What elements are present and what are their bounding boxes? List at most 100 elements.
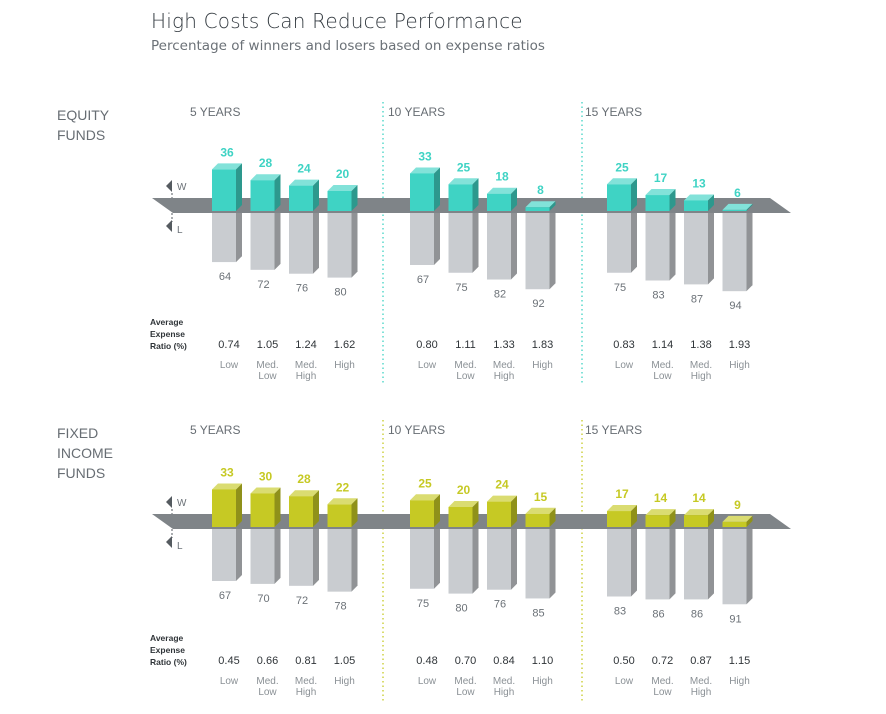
legend-winners: W — [177, 182, 187, 193]
expense-ratio-value: 1.15 — [729, 655, 750, 667]
category-label: Med. — [295, 676, 317, 687]
loser-side — [511, 514, 517, 590]
winner-top — [448, 178, 479, 185]
category-label: Med. — [454, 360, 476, 371]
loser-value: 86 — [652, 608, 664, 620]
loser-side — [274, 198, 281, 270]
winner-bar — [289, 496, 313, 527]
panel-label: FUNDS — [57, 465, 105, 481]
category-label: Med. — [651, 676, 673, 687]
winner-value: 18 — [495, 170, 509, 184]
loser-side — [472, 198, 479, 273]
expense-ratio-value: 0.66 — [257, 655, 278, 667]
loser-side — [549, 514, 556, 599]
loser-side — [708, 514, 714, 600]
expense-ratio-label: Expense — [150, 329, 185, 339]
winner-top — [250, 174, 281, 181]
winner-side — [631, 178, 637, 211]
chart-subtitle: Percentage of winners and losers based o… — [151, 38, 545, 54]
category-label: Low — [418, 360, 437, 371]
winner-value: 36 — [220, 145, 234, 159]
category-label: High — [334, 360, 355, 371]
winner-side — [351, 185, 358, 211]
loser-side — [434, 514, 440, 589]
winner-value: 13 — [692, 176, 706, 190]
winner-side — [549, 201, 556, 211]
expense-ratio-value: 1.10 — [532, 655, 553, 667]
loser-value: 70 — [257, 593, 269, 605]
loser-side — [631, 198, 637, 273]
winner-top — [525, 507, 556, 514]
winner-side — [511, 495, 517, 527]
winner-side — [236, 163, 242, 211]
winner-top — [212, 483, 242, 490]
expense-ratio-value: 0.48 — [416, 655, 437, 667]
winner-side — [434, 494, 440, 527]
loser-bar — [410, 204, 434, 265]
winner-top — [607, 505, 637, 512]
loser-bar — [212, 520, 236, 581]
loser-value: 83 — [614, 606, 626, 618]
category-label: High — [729, 676, 750, 687]
category-label: High — [691, 687, 712, 698]
winner-side — [631, 505, 637, 527]
loser-side — [746, 198, 753, 292]
category-label: Med. — [493, 676, 515, 687]
loser-bar — [327, 204, 352, 278]
winner-side — [313, 490, 319, 527]
loser-bar — [607, 204, 631, 273]
expense-ratio-value: 0.50 — [613, 655, 634, 667]
panel-label: FIXED — [57, 425, 98, 441]
loser-value: 91 — [729, 613, 741, 625]
winner-value: 33 — [220, 465, 234, 479]
loser-bar — [525, 520, 550, 599]
expense-ratio-value: 0.83 — [613, 339, 634, 351]
loser-value: 75 — [455, 282, 467, 294]
winner-side — [511, 187, 517, 211]
loser-value: 64 — [219, 271, 231, 283]
loser-value: 92 — [532, 298, 544, 310]
loser-side — [549, 198, 556, 290]
loser-arrow-icon — [166, 536, 172, 548]
loser-value: 80 — [455, 603, 467, 615]
expense-ratio-value: 0.72 — [652, 655, 673, 667]
loser-side — [313, 198, 319, 274]
panel-label: INCOME — [57, 445, 113, 461]
period-label: 15 YEARS — [585, 423, 642, 437]
winner-value: 8 — [537, 183, 544, 197]
winner-bar — [684, 200, 708, 211]
loser-side — [708, 198, 714, 285]
expense-ratio-value: 1.11 — [455, 339, 476, 351]
winner-value: 9 — [734, 498, 741, 512]
category-label: High — [296, 371, 317, 382]
winner-bar — [525, 207, 550, 211]
expense-ratio-label: Average — [150, 317, 184, 327]
category-label: High — [494, 687, 515, 698]
winner-top — [684, 509, 714, 516]
winner-bar — [684, 515, 708, 527]
loser-bar — [645, 520, 670, 600]
loser-value: 75 — [417, 598, 429, 610]
winner-top — [410, 494, 440, 501]
chart-title: High Costs Can Reduce Performance — [151, 9, 523, 33]
category-label: High — [691, 371, 712, 382]
loser-side — [236, 514, 242, 581]
winner-top — [722, 515, 753, 522]
loser-value: 72 — [257, 279, 269, 291]
winner-bar — [410, 173, 434, 211]
loser-value: 75 — [614, 282, 626, 294]
winner-bar — [487, 193, 511, 211]
winner-value: 6 — [734, 186, 741, 200]
winner-side — [313, 179, 319, 211]
winner-value: 14 — [692, 491, 706, 505]
winner-bar — [487, 501, 511, 527]
loser-bar — [722, 204, 747, 292]
winner-top — [327, 185, 358, 191]
loser-bar — [250, 204, 275, 270]
loser-value: 67 — [219, 590, 231, 602]
winner-bar — [212, 489, 236, 527]
loser-value: 67 — [417, 274, 429, 286]
loser-value: 85 — [532, 607, 544, 619]
loser-value: 94 — [729, 300, 741, 312]
